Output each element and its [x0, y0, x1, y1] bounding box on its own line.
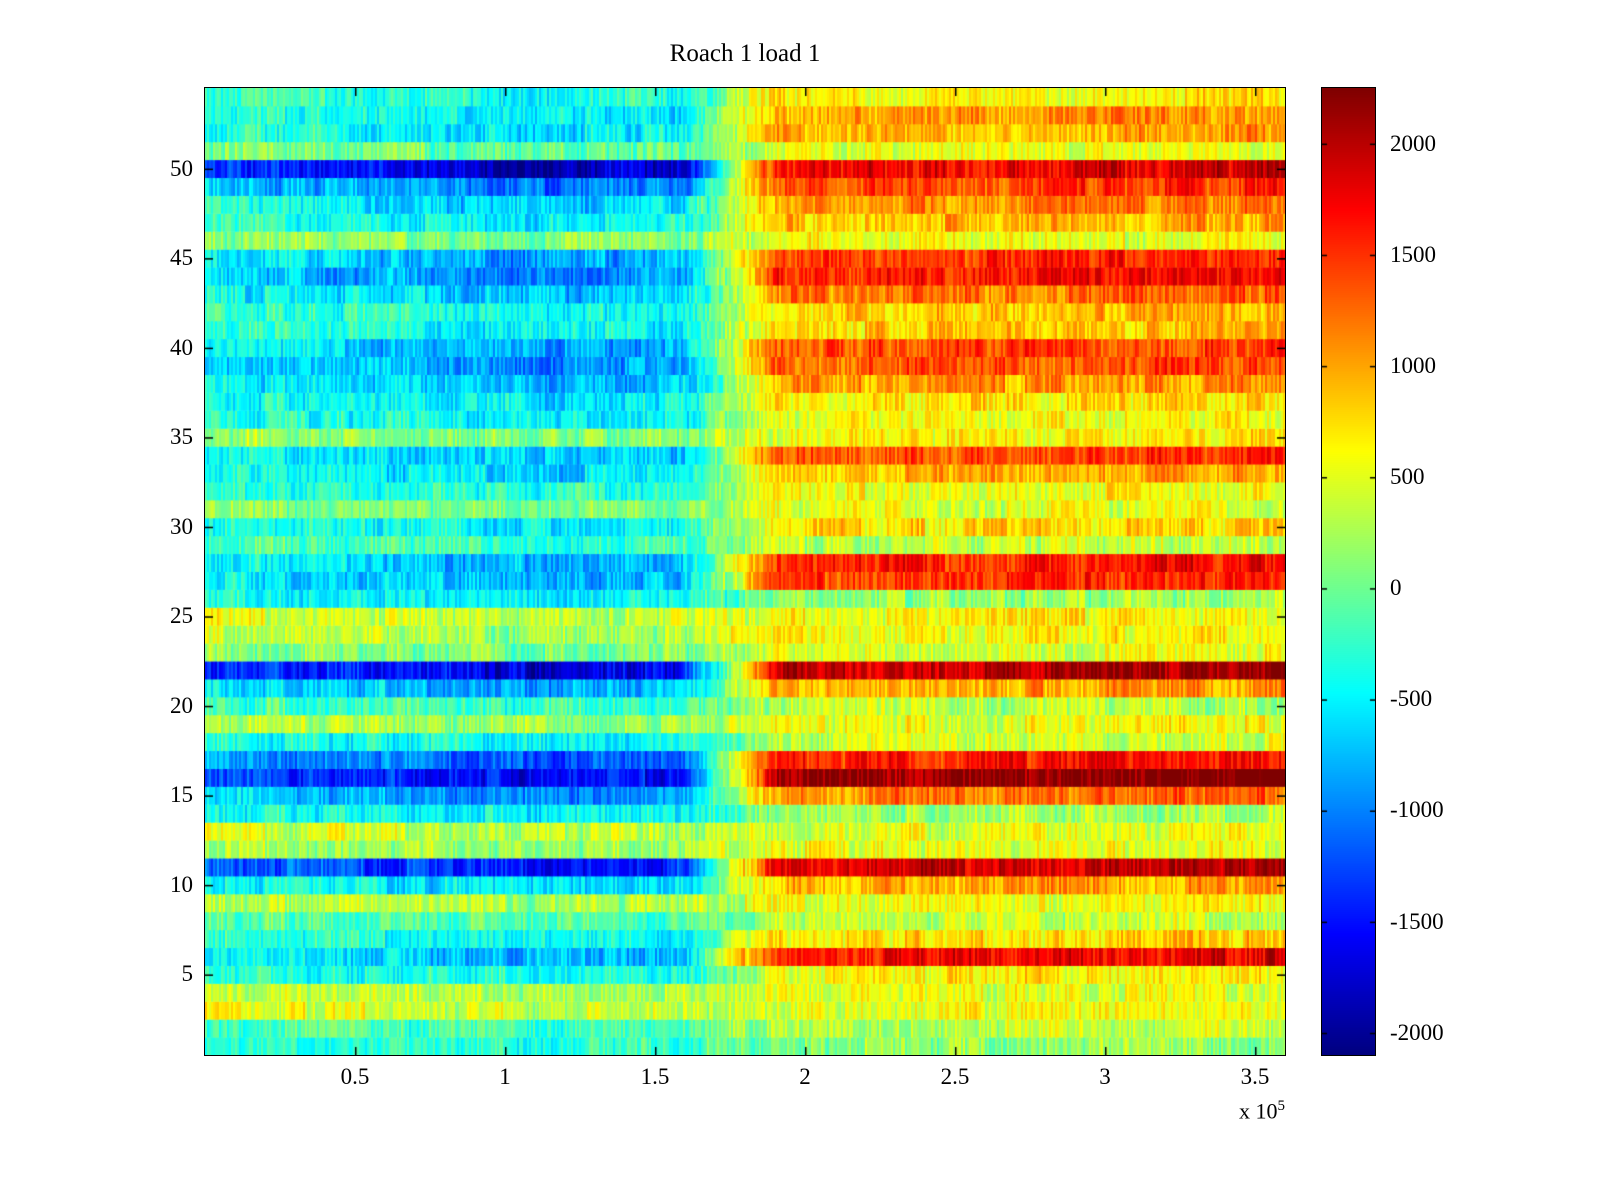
y-tick-label: 35 — [170, 424, 193, 450]
x-tick-label: 3.5 — [1240, 1064, 1270, 1089]
chart-title: Roach 1 load 1 — [669, 40, 821, 67]
x-tick-label: 3 — [1099, 1064, 1111, 1089]
colorbar-tick-label: 1000 — [1390, 352, 1436, 378]
y-tick-label: 10 — [170, 871, 193, 897]
y-tick-label: 15 — [170, 782, 193, 808]
heatmap-canvas — [205, 88, 1285, 1055]
colorbar — [1321, 87, 1376, 1056]
colorbar-tick-label: 2000 — [1390, 130, 1436, 156]
y-tick-label: 50 — [170, 155, 193, 181]
x-tick-label: 1 — [499, 1064, 511, 1089]
y-tick-label: 20 — [170, 692, 193, 718]
x-tick-label: 0.5 — [340, 1064, 370, 1089]
colorbar-tick-label: -2000 — [1390, 1019, 1444, 1045]
colorbar-tick-label: 1500 — [1390, 241, 1436, 267]
x-tick-label: 2.5 — [940, 1064, 970, 1089]
plot-area — [204, 87, 1286, 1056]
y-tick-label: 45 — [170, 245, 193, 271]
y-tick-label: 40 — [170, 334, 193, 360]
y-tick-label: 5 — [181, 961, 194, 987]
colorbar-tick-label: -1500 — [1390, 908, 1444, 934]
x-tick-label: 2 — [799, 1064, 811, 1089]
colorbar-tick-label: 500 — [1390, 464, 1425, 490]
colorbar-tick-label: -1000 — [1390, 797, 1444, 823]
colorbar-tick-label: 0 — [1390, 575, 1402, 601]
y-tick-label: 30 — [170, 513, 193, 539]
x-tick-label: 1.5 — [640, 1064, 670, 1089]
x-axis-multiplier-exponent: 5 — [1277, 1098, 1286, 1114]
colorbar-canvas — [1322, 88, 1375, 1055]
x-axis-multiplier: x 105 — [1145, 1098, 1285, 1124]
y-tick-label: 25 — [170, 603, 193, 629]
colorbar-tick-label: -500 — [1390, 686, 1433, 712]
x-axis-multiplier-prefix: x 10 — [1239, 1098, 1278, 1124]
